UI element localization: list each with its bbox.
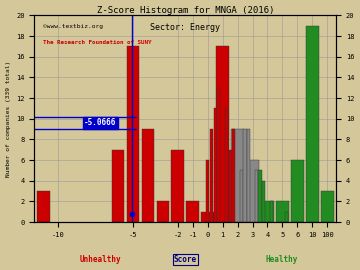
Bar bbox=[210, 129, 213, 222]
Bar bbox=[255, 170, 258, 222]
Bar bbox=[232, 129, 235, 222]
Bar bbox=[171, 150, 184, 222]
Bar bbox=[231, 129, 244, 222]
Bar bbox=[37, 191, 50, 222]
Bar bbox=[306, 26, 319, 222]
Title: Z-Score Histogram for MNGA (2016): Z-Score Histogram for MNGA (2016) bbox=[96, 6, 274, 15]
Bar bbox=[127, 46, 139, 222]
Bar bbox=[206, 160, 209, 222]
Bar bbox=[258, 170, 262, 222]
Text: Score: Score bbox=[174, 255, 197, 264]
Bar bbox=[141, 129, 154, 222]
Text: Sector: Energy: Sector: Energy bbox=[150, 23, 220, 32]
Bar bbox=[229, 150, 232, 222]
Bar bbox=[201, 212, 214, 222]
Bar bbox=[217, 88, 220, 222]
Text: -5.0666: -5.0666 bbox=[84, 118, 117, 127]
Bar bbox=[186, 201, 199, 222]
Bar bbox=[270, 201, 273, 222]
Bar bbox=[157, 201, 169, 222]
Bar bbox=[216, 46, 229, 222]
Bar bbox=[240, 170, 243, 222]
Y-axis label: Number of companies (339 total): Number of companies (339 total) bbox=[5, 61, 10, 177]
Bar bbox=[276, 201, 289, 222]
Bar bbox=[247, 129, 251, 222]
Text: Unhealthy: Unhealthy bbox=[80, 255, 122, 264]
Text: ©www.textbiz.org: ©www.textbiz.org bbox=[44, 23, 103, 29]
Bar bbox=[213, 109, 217, 222]
Bar bbox=[262, 181, 265, 222]
Text: The Research Foundation of SUNY: The Research Foundation of SUNY bbox=[44, 40, 152, 45]
Text: Healthy: Healthy bbox=[266, 255, 298, 264]
Bar bbox=[321, 191, 334, 222]
Bar bbox=[246, 160, 259, 222]
Bar bbox=[284, 212, 288, 222]
Bar bbox=[261, 201, 274, 222]
Bar bbox=[243, 129, 247, 222]
Bar bbox=[291, 160, 304, 222]
Bar bbox=[225, 109, 228, 222]
Bar bbox=[112, 150, 124, 222]
